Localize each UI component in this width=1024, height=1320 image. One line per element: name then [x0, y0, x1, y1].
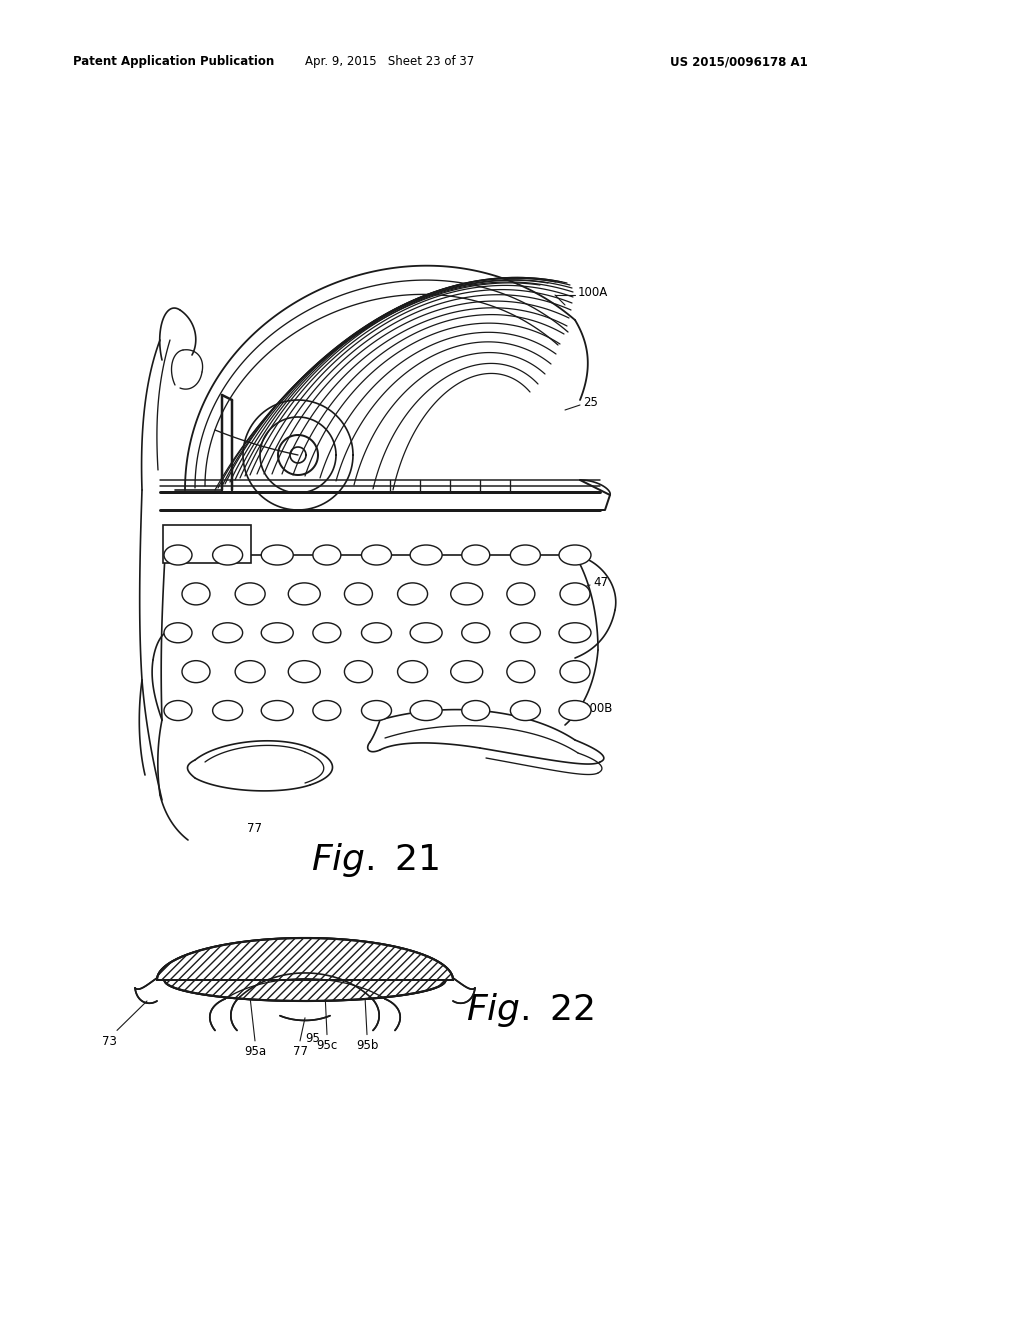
Ellipse shape [344, 583, 373, 605]
Text: US 2015/0096178 A1: US 2015/0096178 A1 [670, 55, 808, 69]
Ellipse shape [411, 623, 442, 643]
Text: 47: 47 [593, 577, 608, 590]
Ellipse shape [510, 701, 541, 721]
Ellipse shape [560, 661, 590, 682]
Text: $\mathit{Fig.\ 22}$: $\mathit{Fig.\ 22}$ [466, 991, 594, 1030]
Ellipse shape [510, 545, 541, 565]
Ellipse shape [164, 701, 193, 721]
Text: 25: 25 [583, 396, 598, 409]
Ellipse shape [289, 661, 321, 682]
Ellipse shape [213, 701, 243, 721]
Ellipse shape [361, 701, 391, 721]
Ellipse shape [451, 661, 482, 682]
Ellipse shape [213, 545, 243, 565]
Ellipse shape [559, 623, 591, 643]
Ellipse shape [397, 661, 428, 682]
Polygon shape [157, 939, 453, 1001]
Ellipse shape [411, 545, 442, 565]
Ellipse shape [261, 623, 293, 643]
Text: 100B: 100B [583, 701, 613, 714]
Ellipse shape [462, 545, 489, 565]
Ellipse shape [507, 661, 535, 682]
Ellipse shape [313, 701, 341, 721]
Text: $\mathit{Fig.\ 21}$: $\mathit{Fig.\ 21}$ [310, 841, 439, 879]
Text: 95: 95 [305, 1032, 321, 1045]
Text: Apr. 9, 2015   Sheet 23 of 37: Apr. 9, 2015 Sheet 23 of 37 [305, 55, 475, 69]
Ellipse shape [164, 545, 193, 565]
Text: Patent Application Publication: Patent Application Publication [73, 55, 274, 69]
Ellipse shape [507, 583, 535, 605]
Text: 95a: 95a [244, 1045, 266, 1059]
Ellipse shape [361, 545, 391, 565]
Text: 73: 73 [101, 1035, 117, 1048]
Ellipse shape [462, 701, 489, 721]
Text: 100A: 100A [578, 286, 608, 300]
Ellipse shape [213, 623, 243, 643]
Text: 95b: 95b [355, 1039, 378, 1052]
Ellipse shape [361, 623, 391, 643]
Ellipse shape [313, 545, 341, 565]
Ellipse shape [313, 623, 341, 643]
Ellipse shape [261, 545, 293, 565]
Ellipse shape [559, 701, 591, 721]
Ellipse shape [182, 583, 210, 605]
Ellipse shape [462, 623, 489, 643]
Ellipse shape [397, 583, 428, 605]
Ellipse shape [411, 701, 442, 721]
Text: 77: 77 [247, 821, 262, 834]
Text: 77: 77 [293, 1045, 307, 1059]
Ellipse shape [164, 623, 193, 643]
Ellipse shape [236, 583, 265, 605]
Bar [163, 525, 251, 564]
Ellipse shape [344, 661, 373, 682]
Ellipse shape [451, 583, 482, 605]
Ellipse shape [236, 661, 265, 682]
Ellipse shape [559, 545, 591, 565]
Ellipse shape [560, 583, 590, 605]
Ellipse shape [289, 583, 321, 605]
Ellipse shape [510, 623, 541, 643]
Ellipse shape [182, 661, 210, 682]
Ellipse shape [261, 701, 293, 721]
Text: 95c: 95c [316, 1039, 338, 1052]
